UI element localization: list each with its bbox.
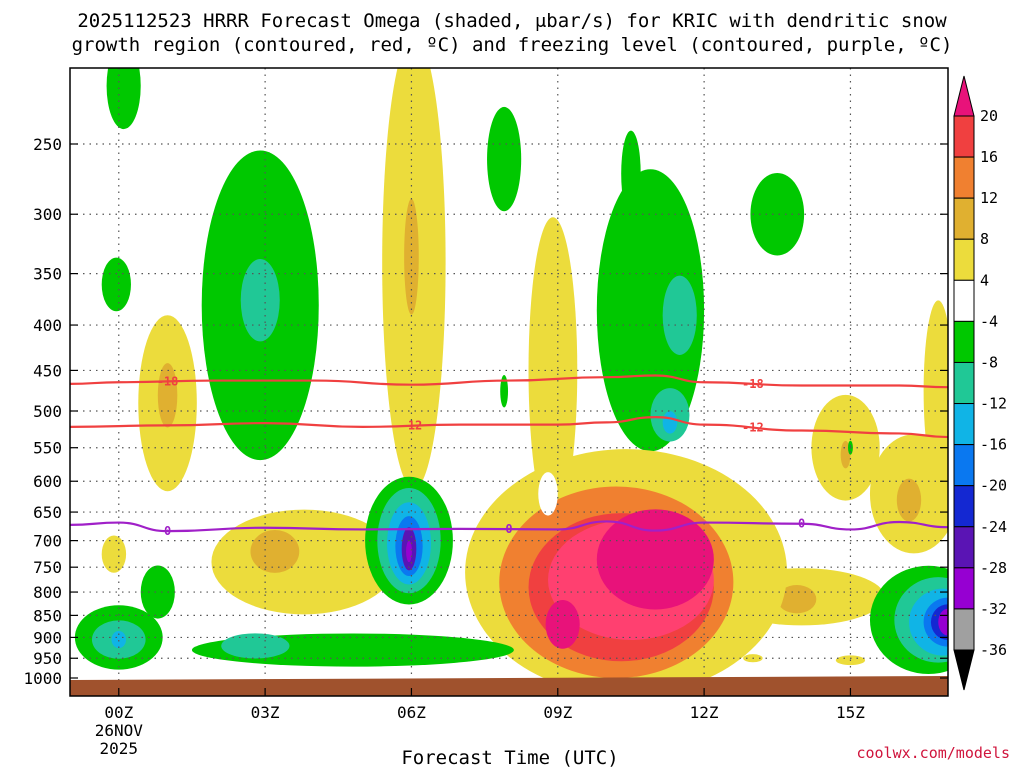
contour-label--18-0: -18 [157, 374, 179, 388]
omega-time-height-chart: 2025112523 HRRR Forecast Omega (shaded, … [0, 0, 1024, 768]
omega-region-1 [102, 258, 131, 312]
contour-label--18-1: -18 [742, 377, 764, 391]
colorbar-bottom-arrow [954, 650, 974, 690]
colorbar-swatch-8 [954, 445, 974, 486]
x-tick-date-year: 2025 [100, 739, 139, 758]
y-tick-label-1000: 1000 [23, 669, 62, 688]
colorbar-swatch-1 [954, 157, 974, 198]
y-tick-label-750: 750 [33, 558, 62, 577]
colorbar-swatch-0 [954, 116, 974, 157]
omega-region-47 [141, 566, 175, 619]
title-line-2: growth region (contoured, red, ºC) and f… [72, 34, 953, 56]
y-tick-label-300: 300 [33, 205, 62, 224]
colorbar-swatch-10 [954, 527, 974, 568]
y-tick-label-400: 400 [33, 316, 62, 335]
y-tick-label-500: 500 [33, 402, 62, 421]
colorbar-label-9: -20 [980, 477, 1007, 495]
colorbar-swatch-6 [954, 362, 974, 403]
y-tick-label-950: 950 [33, 649, 62, 668]
y-tick-label-250: 250 [33, 135, 62, 154]
colorbar-label-12: -32 [980, 600, 1007, 618]
colorbar-swatch-3 [954, 239, 974, 280]
contour-label--12-1: -12 [742, 421, 764, 435]
omega-region-6 [663, 276, 697, 355]
colorbar-legend: 20 16 12 8 4 -4 -8 -12 -16 -20 -24 -28 -32 -36 [954, 76, 1007, 690]
contour-label--12-0: -12 [401, 419, 423, 433]
x-tick-date-day: 26NOV [95, 721, 144, 740]
y-tick-label-800: 800 [33, 583, 62, 602]
contour-label-0-1: 0 [505, 522, 512, 536]
x-tick-label-12Z: 12Z [690, 703, 719, 722]
colorbar-label-1: 16 [980, 148, 998, 166]
omega-region-19 [250, 530, 299, 573]
colorbar-swatch-7 [954, 404, 974, 445]
colorbar-label-2: 12 [980, 189, 998, 207]
omega-region-33 [597, 509, 714, 609]
y-tick-label-850: 850 [33, 606, 62, 625]
plot-area: -18 -18 -12 -12 0 0 0 [70, 35, 987, 696]
colorbar-label-13: -36 [980, 641, 1007, 659]
title-line-1: 2025112523 HRRR Forecast Omega (shaded, … [77, 10, 947, 32]
y-tick-label-350: 350 [33, 265, 62, 284]
omega-region-34 [546, 600, 580, 649]
omega-region-25 [897, 479, 921, 522]
omega-region-13 [158, 363, 178, 427]
colorbar-top-arrow [954, 76, 974, 116]
colorbar-swatch-12 [954, 609, 974, 650]
y-tick-label-550: 550 [33, 439, 62, 458]
chart-title: 2025112523 HRRR Forecast Omega (shaded, … [72, 10, 953, 56]
colorbar-swatch-5 [954, 321, 974, 362]
colorbar-label-7: -12 [980, 395, 1007, 413]
colorbar-label-8: -16 [980, 436, 1007, 454]
x-tick-label-00Z: 00Z [104, 703, 133, 722]
y-tick-label-650: 650 [33, 503, 62, 522]
y-tick-label-700: 700 [33, 532, 62, 551]
omega-region-3 [241, 259, 280, 341]
y-tick-label-600: 600 [33, 472, 62, 491]
omega-region-9 [621, 131, 641, 217]
x-tick-label-03Z: 03Z [251, 703, 280, 722]
omega-region-35 [538, 472, 558, 516]
x-tick-label-06Z: 06Z [397, 703, 426, 722]
colorbar-label-0: 20 [980, 107, 998, 125]
colorbar-swatch-11 [954, 568, 974, 609]
colorbar-label-6: -8 [980, 353, 998, 371]
credit-link[interactable]: coolwx.com/models [856, 744, 1010, 762]
colorbar-label-11: -28 [980, 559, 1007, 577]
omega-region-10 [750, 173, 804, 255]
colorbar-label-3: 8 [980, 230, 989, 248]
contour-label-0-0: 0 [164, 524, 171, 538]
x-tick-label-09Z: 09Z [543, 703, 572, 722]
y-tick-label-450: 450 [33, 361, 62, 380]
colorbar-label-10: -24 [980, 518, 1007, 536]
colorbar-swatch-2 [954, 198, 974, 239]
x-axis-label: Forecast Time (UTC) [401, 747, 618, 768]
colorbar-label-4: 4 [980, 271, 989, 289]
y-tick-label-900: 900 [33, 628, 62, 647]
omega-region-4 [487, 107, 521, 211]
colorbar-label-5: -4 [980, 312, 998, 330]
x-tick-label-15Z: 15Z [836, 703, 865, 722]
colorbar-swatch-9 [954, 486, 974, 527]
contour-label-0-2: 0 [798, 517, 805, 531]
omega-region-8 [663, 411, 678, 433]
colorbar-swatch-4 [954, 280, 974, 321]
